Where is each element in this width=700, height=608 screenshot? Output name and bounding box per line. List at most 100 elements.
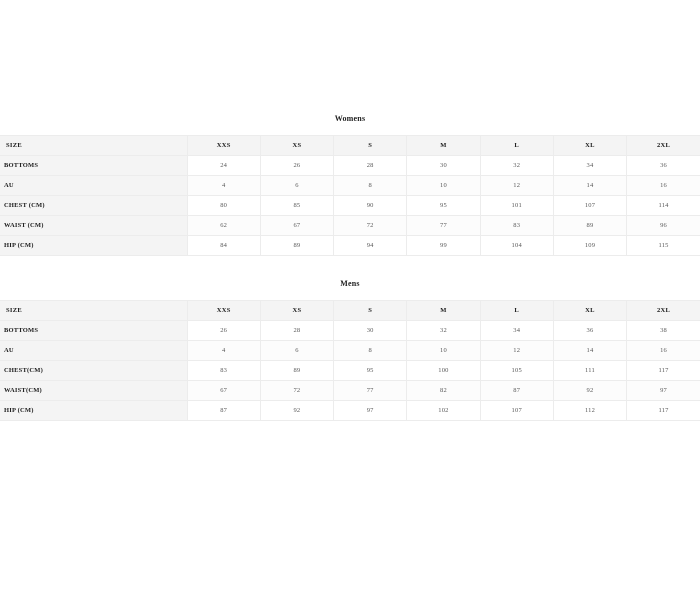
table-cell: 80 (187, 195, 261, 216)
column-header-2xl: 2XL (626, 300, 700, 321)
table-row: CHEST(CM) 83 89 95 100 105 111 117 (0, 360, 700, 381)
womens-size-table: SIZE XXS XS S M L XL 2XL BOTTOMS 24 26 2… (0, 135, 700, 256)
column-header-l: L (480, 135, 554, 156)
table-cell: 38 (626, 320, 700, 341)
row-label-chest: CHEST (CM) (0, 195, 188, 216)
mens-size-table: SIZE XXS XS S M L XL 2XL BOTTOMS 26 28 3… (0, 300, 700, 421)
table-cell: 104 (480, 235, 554, 256)
column-header-xxs: XXS (187, 135, 261, 156)
table-cell: 14 (553, 175, 628, 196)
table-cell: 6 (260, 340, 335, 361)
table-row: AU 4 6 8 10 12 14 16 (0, 340, 700, 361)
table-cell: 96 (626, 215, 700, 236)
womens-table-body: BOTTOMS 24 26 28 30 32 34 36 AU 4 6 8 10… (0, 155, 700, 256)
mens-table-body: BOTTOMS 26 28 30 32 34 36 38 AU 4 6 8 10… (0, 320, 700, 421)
womens-size-chart-section: Womens SIZE XXS XS S M L XL 2XL (0, 112, 700, 256)
table-cell: 94 (333, 235, 408, 256)
column-header-l: L (480, 300, 554, 321)
table-cell: 14 (553, 340, 628, 361)
table-cell: 82 (406, 380, 481, 401)
mens-size-chart-section: Mens SIZE XXS XS S M L XL 2XL (0, 277, 700, 421)
table-row: WAIST (CM) 62 67 72 77 83 89 96 (0, 215, 700, 236)
table-cell: 77 (333, 380, 408, 401)
table-row: HIP (CM) 84 89 94 99 104 109 115 (0, 235, 700, 256)
column-header-xl: XL (553, 300, 628, 321)
column-header-s: S (333, 300, 408, 321)
table-cell: 67 (187, 380, 261, 401)
table-cell: 72 (333, 215, 408, 236)
column-header-m: M (406, 300, 481, 321)
row-label-waist: WAIST (CM) (0, 215, 188, 236)
table-cell: 85 (260, 195, 335, 216)
table-row: WAIST(CM) 67 72 77 82 87 92 97 (0, 380, 700, 401)
table-cell: 6 (260, 175, 335, 196)
table-cell: 105 (480, 360, 554, 381)
table-cell: 112 (553, 400, 628, 421)
column-header-2xl: 2XL (626, 135, 700, 156)
row-label-chest: CHEST(CM) (0, 360, 188, 381)
table-cell: 90 (333, 195, 408, 216)
table-cell: 95 (333, 360, 408, 381)
table-row: AU 4 6 8 10 12 14 16 (0, 175, 700, 196)
table-cell: 28 (260, 320, 335, 341)
row-label-au: AU (0, 340, 188, 361)
column-header-m: M (406, 135, 481, 156)
row-label-hip: HIP (CM) (0, 400, 188, 421)
table-cell: 67 (260, 215, 335, 236)
table-cell: 24 (187, 155, 261, 176)
womens-table-header: SIZE XXS XS S M L XL 2XL (0, 135, 700, 156)
table-cell: 84 (187, 235, 261, 256)
table-cell: 92 (260, 400, 335, 421)
table-row: BOTTOMS 26 28 30 32 34 36 38 (0, 320, 700, 341)
table-cell: 92 (553, 380, 628, 401)
table-cell: 114 (626, 195, 700, 216)
mens-table-header: SIZE XXS XS S M L XL 2XL (0, 300, 700, 321)
mens-chart-title: Mens (340, 279, 360, 288)
table-cell: 26 (260, 155, 335, 176)
table-cell: 87 (187, 400, 261, 421)
row-label-hip: HIP (CM) (0, 235, 188, 256)
row-label-waist: WAIST(CM) (0, 380, 188, 401)
table-cell: 97 (333, 400, 408, 421)
table-cell: 4 (187, 175, 261, 196)
table-cell: 16 (626, 340, 700, 361)
table-cell: 72 (260, 380, 335, 401)
table-cell: 8 (333, 340, 408, 361)
table-cell: 97 (626, 380, 700, 401)
table-cell: 10 (406, 340, 481, 361)
table-cell: 109 (553, 235, 628, 256)
table-row: CHEST (CM) 80 85 90 95 101 107 114 (0, 195, 700, 216)
table-cell: 89 (260, 360, 335, 381)
table-cell: 102 (406, 400, 481, 421)
column-header-xxs: XXS (187, 300, 261, 321)
table-cell: 100 (406, 360, 481, 381)
table-cell: 28 (333, 155, 408, 176)
table-cell: 101 (480, 195, 554, 216)
table-cell: 117 (626, 400, 700, 421)
column-header-xs: XS (260, 300, 335, 321)
table-cell: 12 (480, 340, 554, 361)
table-header-row: SIZE XXS XS S M L XL 2XL (0, 300, 700, 321)
table-cell: 34 (480, 320, 554, 341)
table-cell: 115 (626, 235, 700, 256)
row-label-bottoms: BOTTOMS (0, 155, 188, 176)
row-label-bottoms: BOTTOMS (0, 320, 188, 341)
column-header-size: SIZE (0, 300, 188, 321)
table-cell: 30 (406, 155, 481, 176)
column-header-xl: XL (553, 135, 628, 156)
table-cell: 99 (406, 235, 481, 256)
table-cell: 95 (406, 195, 481, 216)
table-cell: 16 (626, 175, 700, 196)
table-cell: 87 (480, 380, 554, 401)
table-header-row: SIZE XXS XS S M L XL 2XL (0, 135, 700, 156)
table-cell: 34 (553, 155, 628, 176)
table-cell: 77 (406, 215, 481, 236)
table-row: HIP (CM) 87 92 97 102 107 112 117 (0, 400, 700, 421)
table-cell: 32 (406, 320, 481, 341)
table-cell: 4 (187, 340, 261, 361)
column-header-size: SIZE (0, 135, 188, 156)
table-cell: 30 (333, 320, 408, 341)
table-cell: 107 (553, 195, 628, 216)
column-header-xs: XS (260, 135, 335, 156)
